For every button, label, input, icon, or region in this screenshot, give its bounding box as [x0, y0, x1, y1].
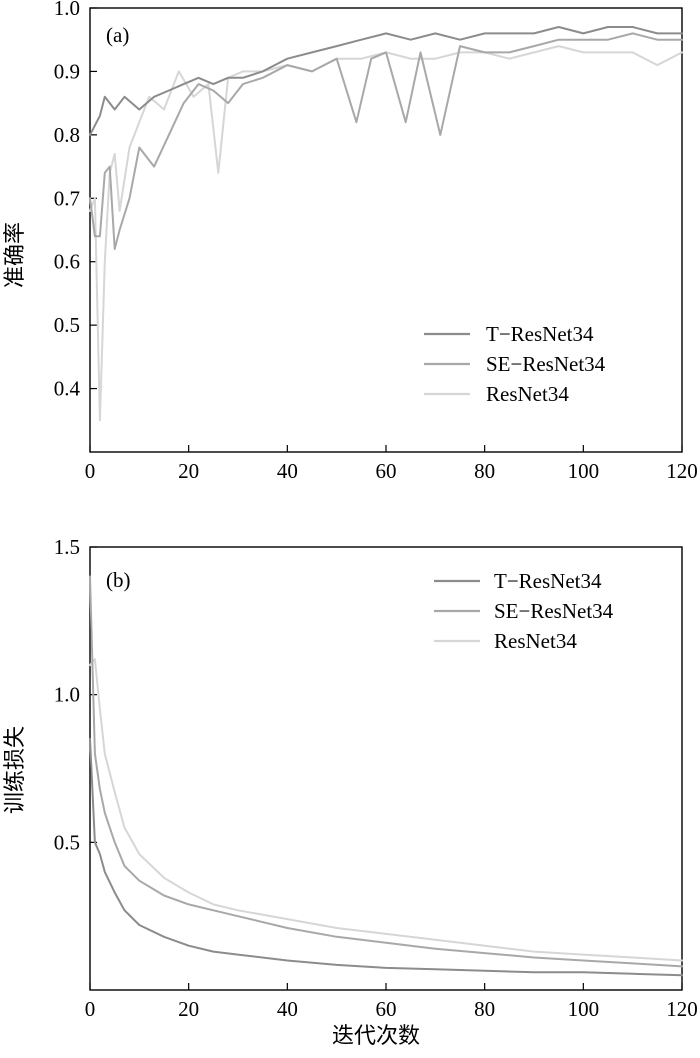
- x-tick-label: 120: [666, 997, 698, 1021]
- x-tick-label: 40: [277, 997, 298, 1021]
- x-tick-label: 80: [474, 459, 495, 483]
- x-axis-title: 迭代次数: [332, 1024, 420, 1049]
- y-tick-label: 0.5: [54, 313, 80, 337]
- panel-label: (b): [106, 568, 131, 592]
- x-tick-label: 0: [85, 997, 96, 1021]
- panel-label: (a): [106, 23, 129, 47]
- y-axis-title: 训练损失: [3, 726, 28, 814]
- y-tick-label: 0.4: [54, 377, 81, 401]
- x-tick-label: 60: [376, 997, 397, 1021]
- x-tick-label: 20: [178, 459, 199, 483]
- x-tick-label: 0: [85, 459, 96, 483]
- x-tick-label: 100: [568, 997, 600, 1021]
- series-line-t-resnet34: [89, 26, 683, 136]
- y-tick-label: 0.6: [54, 250, 80, 274]
- series-line-resnet34: [89, 658, 683, 962]
- legend-label: SE−ResNet34: [486, 352, 606, 376]
- x-tick-label: 20: [178, 997, 199, 1021]
- y-tick-label: 0.9: [54, 59, 80, 83]
- legend-label: ResNet34: [494, 629, 577, 653]
- accuracy-panel: 0 20 40 60 80 100 120 0.4 0.5 0.6 0.7 0.8 0.9 1.0 T−Re…: [3, 0, 698, 483]
- y-tick-label: 0.8: [54, 123, 80, 147]
- x-tick-label: 80: [474, 997, 495, 1021]
- x-tick-label: 120: [666, 459, 698, 483]
- x-tick-label: 100: [568, 459, 600, 483]
- y-tick-label: 1.0: [54, 683, 80, 707]
- series-line-t-resnet34: [89, 738, 683, 977]
- y-tick-label: 1.5: [54, 535, 80, 559]
- series-line-se-resnet34: [89, 32, 683, 250]
- y-tick-label: 0.7: [54, 186, 80, 210]
- x-tick-label: 40: [277, 459, 298, 483]
- y-tick-label: 1.0: [54, 0, 80, 20]
- plot-frame: [89, 7, 683, 453]
- y-axis-title: 准确率: [3, 222, 28, 288]
- legend-label: T−ResNet34: [494, 569, 602, 593]
- y-tick-label: 0.5: [54, 830, 80, 854]
- series-line-se-resnet34: [89, 575, 683, 968]
- legend-label: SE−ResNet34: [494, 599, 614, 623]
- legend-label: ResNet34: [486, 382, 569, 406]
- x-tick-label: 60: [376, 459, 397, 483]
- loss-panel: 0 20 40 60 80 100 120 0.5 1.0 1.5 T−ResNet34 SE−Res…: [3, 535, 698, 1049]
- legend-label: T−ResNet34: [486, 322, 594, 346]
